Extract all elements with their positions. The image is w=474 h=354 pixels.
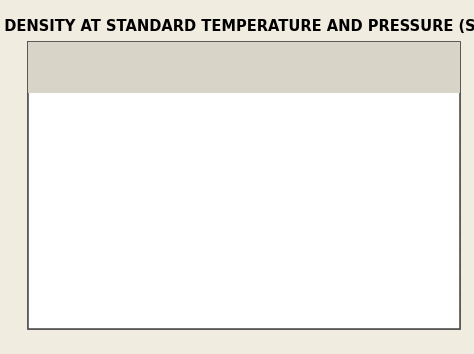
Text: 59: 59 [163, 218, 179, 232]
Text: 0,005: 0,005 [375, 172, 411, 185]
Text: 0,039: 0,039 [375, 281, 411, 294]
Text: 1,165: 1,165 [255, 265, 290, 278]
Text: -5: -5 [70, 156, 82, 169]
Text: -4: -4 [164, 109, 177, 122]
Text: -20: -20 [66, 109, 86, 122]
Text: Density,: Density, [244, 53, 301, 66]
Text: 25: 25 [68, 250, 84, 263]
Text: -10: -10 [66, 141, 86, 154]
Text: 10: 10 [68, 203, 84, 216]
Text: 32: 32 [163, 172, 179, 185]
Text: 0: 0 [72, 172, 80, 185]
Text: 0,017: 0,017 [375, 234, 411, 247]
Text: 86: 86 [163, 265, 179, 278]
Text: 35: 35 [68, 281, 84, 294]
Text: 30: 30 [68, 265, 84, 278]
Text: 1,127: 1,127 [255, 296, 290, 309]
Text: 1,368: 1,368 [255, 125, 290, 138]
Text: 0,007: 0,007 [375, 187, 411, 200]
Text: 40: 40 [68, 296, 84, 309]
Text: 68: 68 [163, 234, 179, 247]
Text: 1,292: 1,292 [255, 172, 290, 185]
Text: 1,395: 1,395 [255, 109, 290, 122]
Text: 0,009: 0,009 [375, 203, 411, 216]
Text: °F: °F [164, 71, 178, 84]
Text: 0,013: 0,013 [375, 218, 411, 232]
Text: -15: -15 [66, 125, 86, 138]
Text: 1,342: 1,342 [255, 141, 290, 154]
Text: water content: water content [344, 63, 442, 76]
Text: 1,204: 1,204 [255, 234, 290, 247]
Text: 0,023: 0,023 [375, 250, 411, 263]
Text: 0,030: 0,030 [375, 265, 411, 278]
Text: [kg/m³]: [kg/m³] [367, 73, 419, 85]
Text: 77: 77 [163, 250, 179, 263]
Text: 1,247: 1,247 [255, 203, 290, 216]
Text: AIR DENSITY AT STANDARD TEMPERATURE AND PRESSURE (STP): AIR DENSITY AT STANDARD TEMPERATURE AND … [0, 19, 474, 34]
Text: 20: 20 [68, 234, 84, 247]
Text: -13: -13 [161, 94, 181, 107]
Text: 5: 5 [72, 187, 80, 200]
Text: 1,317: 1,317 [255, 156, 290, 169]
Text: Maximum: Maximum [359, 53, 427, 66]
Text: dry air: dry air [249, 63, 295, 76]
Text: 104: 104 [159, 296, 182, 309]
Text: 95: 95 [163, 281, 179, 294]
Text: Temperature: Temperature [31, 58, 121, 70]
Text: 50: 50 [163, 203, 179, 216]
Text: 41: 41 [163, 187, 179, 200]
Text: 1,423: 1,423 [255, 94, 290, 107]
Text: Temperature: Temperature [126, 58, 216, 70]
Text: 1,184: 1,184 [255, 250, 290, 263]
Text: [kg/m³]: [kg/m³] [246, 73, 298, 85]
Text: 14: 14 [163, 141, 179, 154]
Text: STP = density of dry air at standard atmospheric pressure at sea level at 15°.: STP = density of dry air at standard atm… [33, 315, 422, 325]
Text: 1,225: 1,225 [255, 218, 290, 232]
Text: 5: 5 [167, 125, 175, 138]
Text: °C: °C [68, 71, 83, 84]
Text: 1,146: 1,146 [255, 281, 290, 294]
Text: 0,051: 0,051 [375, 296, 411, 309]
Text: 15: 15 [68, 218, 84, 232]
Text: 23: 23 [163, 156, 179, 169]
Text: 1,269: 1,269 [255, 187, 290, 200]
Text: -25: -25 [66, 94, 86, 107]
